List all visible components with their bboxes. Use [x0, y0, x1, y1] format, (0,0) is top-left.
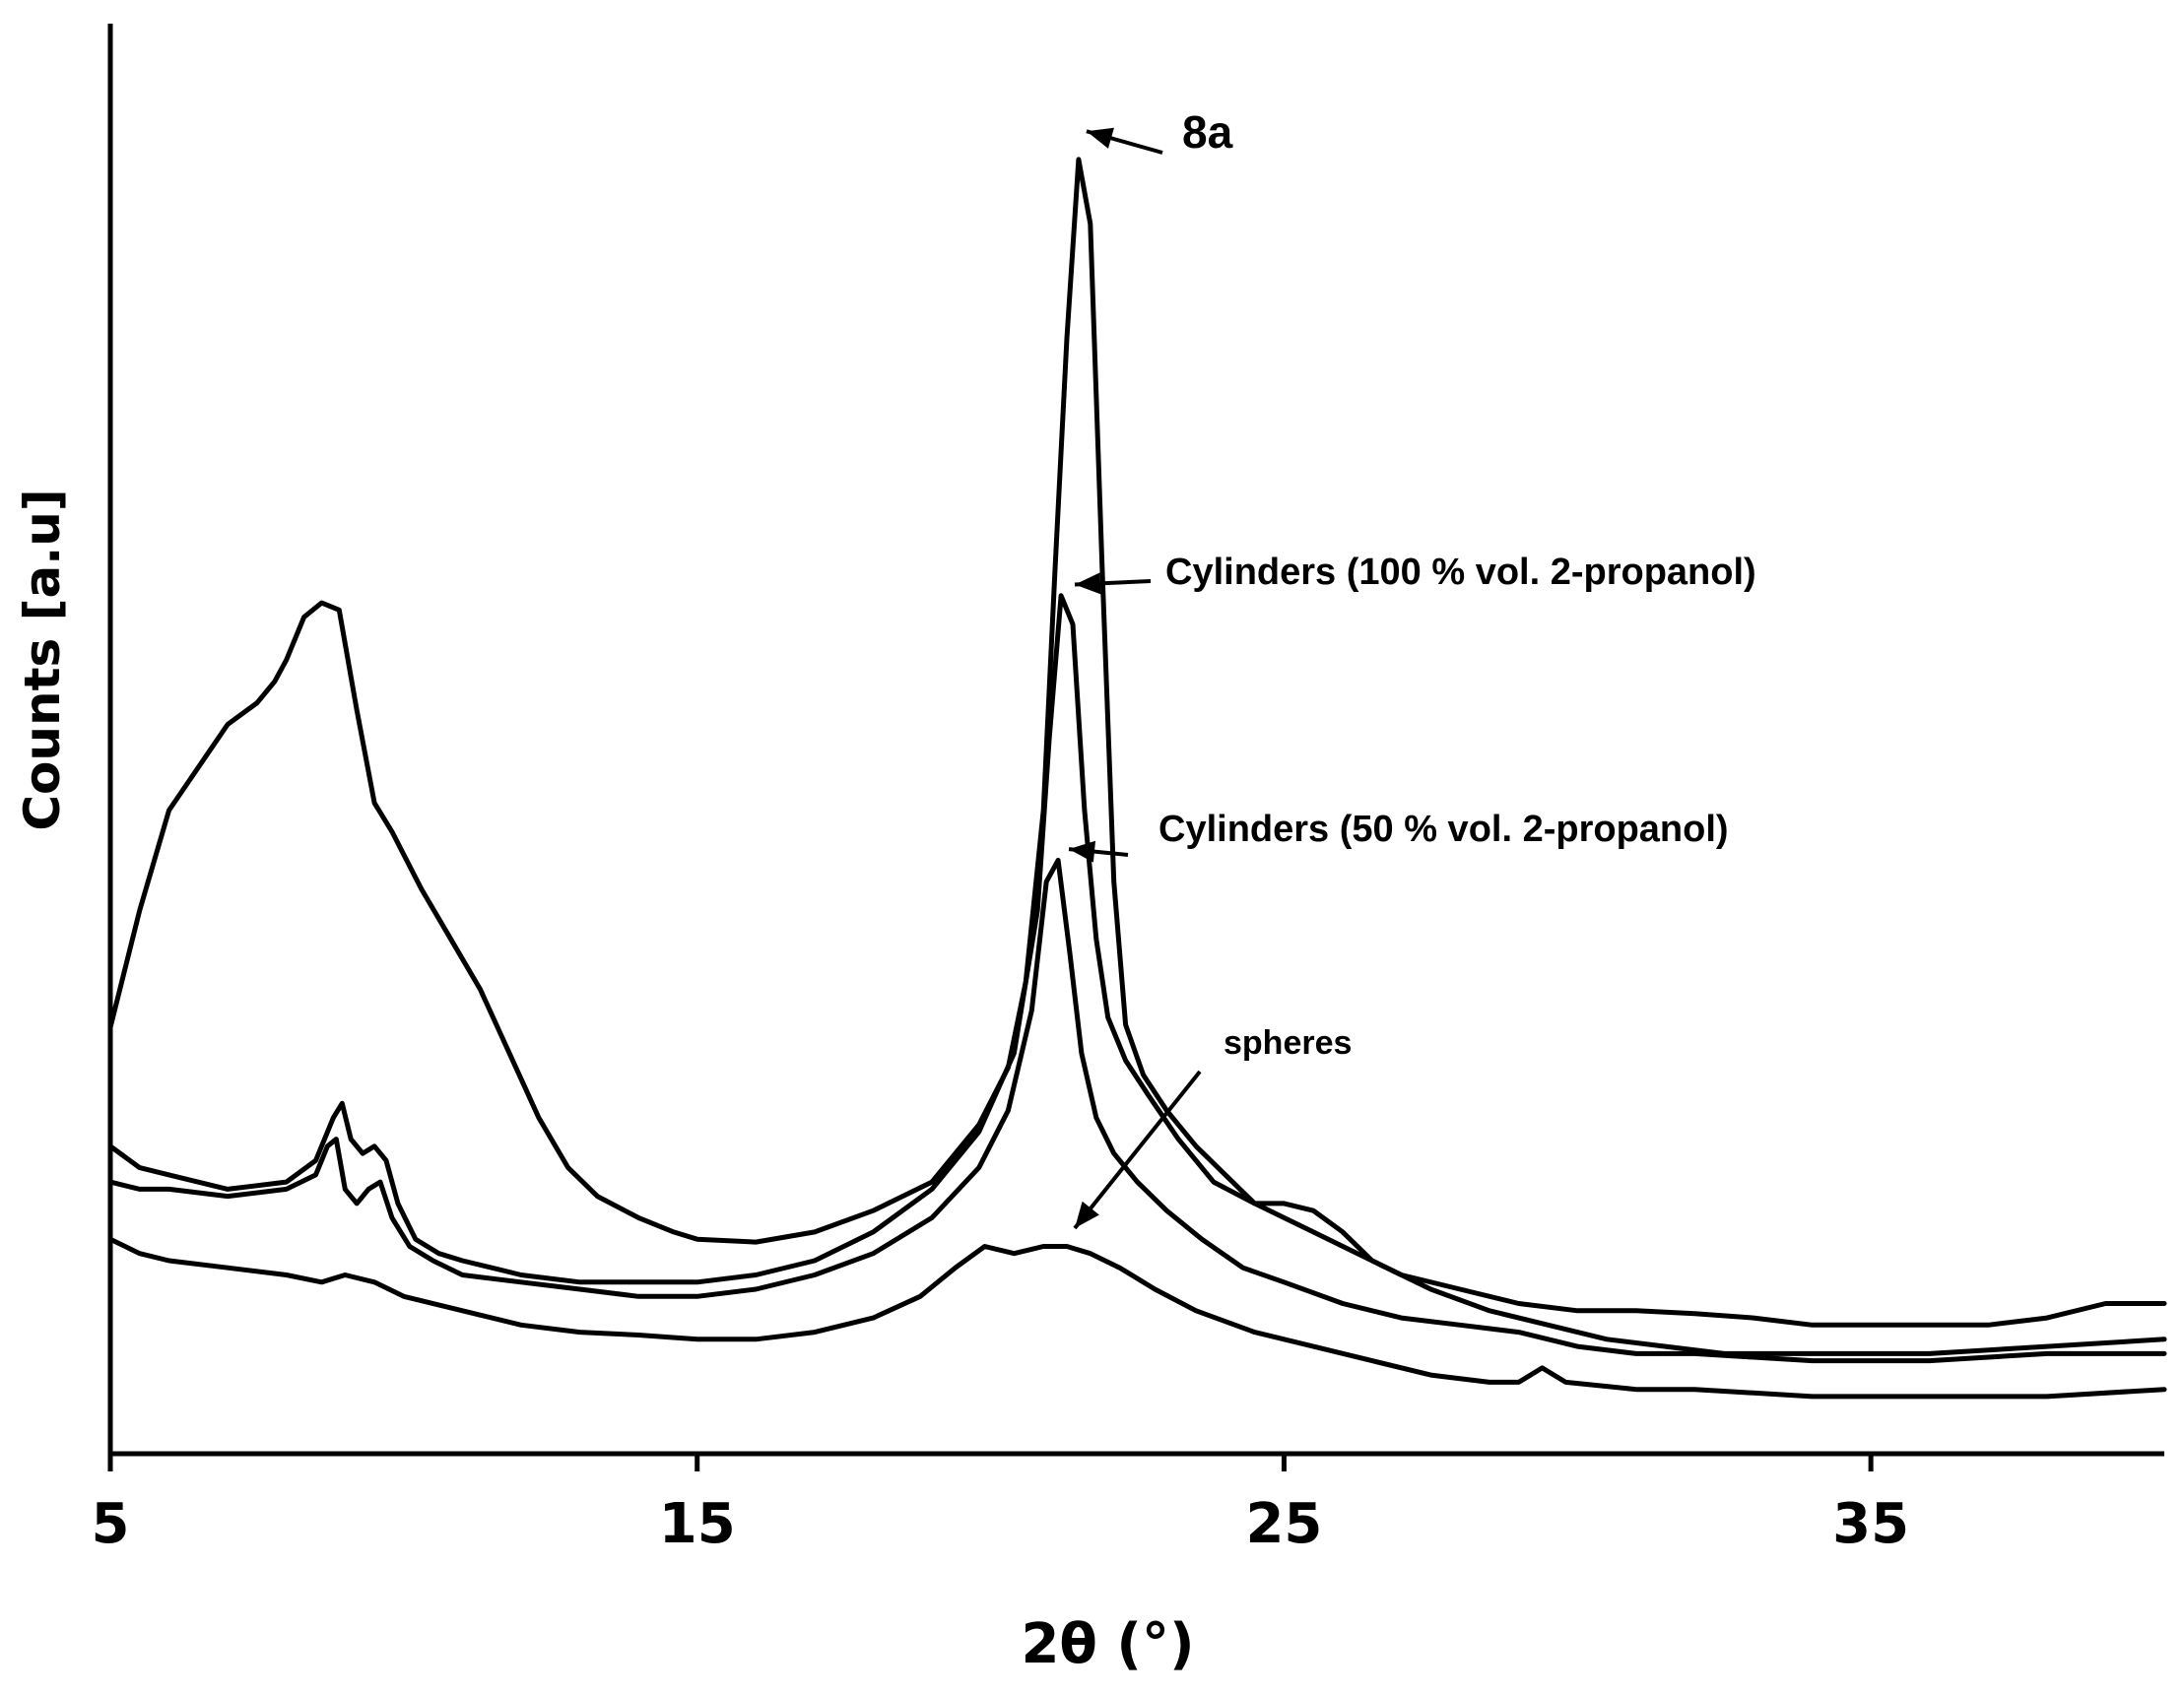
x-tick-label: 25 [1245, 1492, 1322, 1556]
series-line-3 [107, 857, 2167, 1364]
annotation-arrowhead [1075, 1201, 1099, 1228]
annotations: 8a Cylinders (100 % vol. 2-propanol) Cylin… [1068, 106, 1756, 1230]
axes-layer [107, 24, 2164, 1457]
x-ticks: 5 15 25 35 [92, 1454, 1909, 1556]
annotation-arrow [1073, 1070, 1202, 1230]
annotation-label: Cylinders (50 % vol. 2-propanol) [1158, 809, 1729, 850]
x-tick-label: 5 [92, 1492, 130, 1556]
annotation-label: Cylinders (100 % vol. 2-propanol) [1165, 552, 1756, 593]
annotation-arrowhead [1075, 572, 1101, 595]
series-line-2 [107, 593, 2167, 1356]
annotation-label: 8a [1182, 106, 1233, 158]
annotation-arrowhead [1069, 840, 1096, 863]
x-tick-label: 35 [1832, 1492, 1909, 1556]
series-line-4 [107, 1236, 2167, 1400]
series-layer [107, 157, 2167, 1400]
annotation-arrowhead [1086, 127, 1114, 149]
annotation-label: spheres [1224, 1024, 1352, 1062]
x-axis-title: 2θ (°) [1021, 1612, 1194, 1676]
x-tick-label: 15 [659, 1492, 736, 1556]
series-line-1 [107, 157, 2167, 1328]
y-axis-title: Counts [a.u] [14, 489, 71, 830]
